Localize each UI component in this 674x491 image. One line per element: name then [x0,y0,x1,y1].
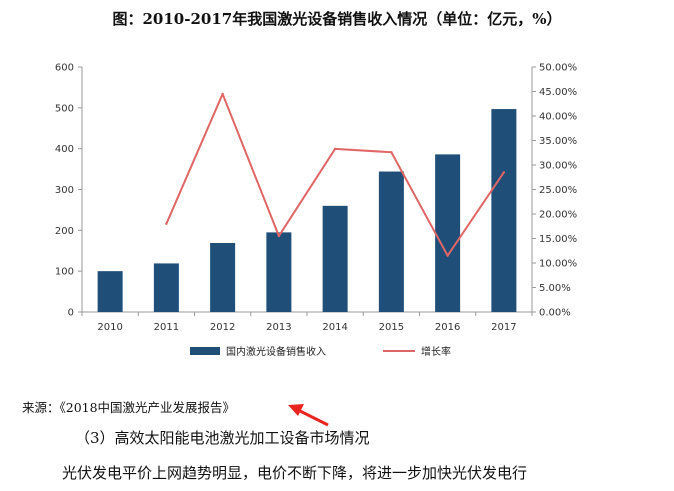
bar [97,271,123,312]
left-tick-label: 0 [68,308,74,319]
left-tick-label: 500 [55,103,74,114]
legend-swatch-bar [190,347,220,355]
right-tick-label: 50.00% [539,63,577,74]
right-tick-label: 40.00% [539,112,577,123]
combo-chart: 0 100 200 300 400 500 600 0.00% 5.00% 10.00% 15.00… [55,63,577,359]
x-tick-label: 2014 [322,322,347,333]
growth-rate-point [221,92,224,96]
left-tick-label: 400 [55,144,74,155]
growth-rate-point [333,147,337,151]
bar [435,154,461,312]
x-tick-label: 2010 [97,322,122,333]
legend-label-bar: 国内激光设备销售收入 [226,345,326,358]
right-tick-label: 30.00% [539,161,577,172]
right-tick-label: 20.00% [539,210,577,221]
right-tick-label: 15.00% [539,234,577,245]
right-tick-label: 5.00% [539,283,571,294]
legend-label-line: 增长率 [421,345,451,358]
right-tick-label: 45.00% [539,87,577,98]
growth-rate-point [390,151,393,154]
bar [322,205,348,312]
x-tick-label: 2015 [379,322,404,333]
bar [378,171,404,312]
x-tick-label: 2017 [491,322,516,333]
chart-title: 图：2010-2017年我国激光设备销售收入情况（单位：亿元，%） [112,10,562,28]
source-note: 来源：《2018中国激光产业发展报告》 [22,400,236,415]
growth-rate-point [277,234,281,238]
right-tick-label: 0.00% [539,308,571,319]
left-tick-label: 200 [55,226,74,237]
growth-rate-point [502,171,506,174]
left-tick-label: 100 [55,267,74,278]
right-tick-label: 35.00% [539,136,577,147]
x-tick-label: 2013 [266,322,291,333]
left-tick-label: 600 [55,63,74,74]
bar [210,242,236,312]
x-tick-label: 2012 [210,322,235,333]
bar [153,263,179,312]
x-tick-label: 2016 [435,322,460,333]
body-paragraph: 光伏发电平价上网趋势明显，电价不断下降，将进一步加快光伏发电行 [62,464,528,482]
bar [266,232,292,312]
bar [491,109,517,312]
section-heading: （3）高效太阳能电池激光加工设备市场情况 [75,429,370,447]
x-tick-label: 2011 [154,322,179,333]
growth-rate-point [446,254,449,257]
growth-rate-point [165,222,168,225]
right-tick-label: 25.00% [539,185,577,196]
left-tick-label: 300 [55,185,74,196]
right-tick-label: 10.00% [539,259,577,270]
